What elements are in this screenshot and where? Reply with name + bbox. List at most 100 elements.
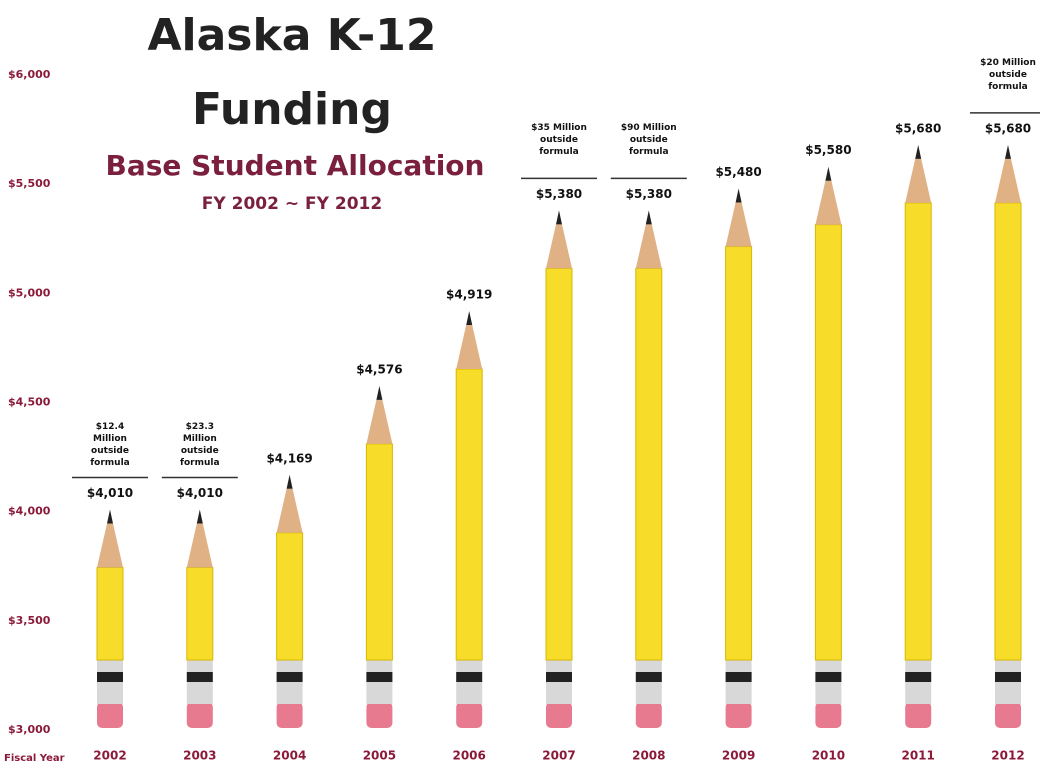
pencil-body [995,203,1021,660]
y-tick-label: $4,000 [8,505,51,518]
pencil-body [636,268,662,660]
x-axis-label: Fiscal Year [4,753,65,764]
pencil-eraser [97,702,123,728]
pencil [636,210,662,728]
value-label: $4,169 [266,451,312,465]
pencil-wood [546,224,572,268]
pencil-wood [726,203,752,247]
pencil-body [187,567,213,660]
pencil-band [815,672,841,682]
pencil-body [366,444,392,660]
pencil-graphite [1005,145,1011,159]
chart: Alaska K-12Funding Base Student Allocati… [0,0,1040,768]
pencil-graphite [466,311,472,325]
annotation: $23.3 Million outside formula [170,421,230,469]
x-tick-label: 2012 [991,749,1024,763]
pencil-wood [187,523,213,567]
x-tick-label: 2011 [901,749,934,763]
pencil-eraser [456,702,482,728]
pencil-band [366,672,392,682]
pencil-wood [905,159,931,203]
pencil-wood [995,159,1021,203]
annotation: $90 Million outside formula [619,122,679,158]
pencil-graphite [107,509,113,523]
pencil [815,167,841,728]
annotation: $35 Million outside formula [529,122,589,158]
pencil [187,509,213,728]
pencil [456,311,482,728]
pencil-band [636,672,662,682]
pencil [97,509,123,728]
x-tick-label: 2004 [273,749,306,763]
value-label: $5,380 [626,187,672,201]
pencil-band [905,672,931,682]
y-tick-label: $6,000 [8,68,51,81]
y-tick-label: $3,000 [8,723,51,736]
pencil-graphite [287,475,293,489]
pencil-body [905,203,931,660]
pencil-wood [636,224,662,268]
pencil-body [546,268,572,660]
pencil-graphite [736,189,742,203]
pencil-band [995,672,1021,682]
y-tick-label: $4,500 [8,396,51,409]
annotation: $20 Million outside formula [978,57,1038,93]
annotation: $12.4 Million outside formula [80,421,140,469]
x-tick-label: 2009 [722,749,755,763]
pencil [277,475,303,728]
pencil-eraser [546,702,572,728]
value-label: $5,580 [805,143,851,157]
pencil-wood [815,181,841,225]
pencil [905,145,931,728]
pencil-graphite [915,145,921,159]
pencil-band [726,672,752,682]
x-tick-label: 2010 [812,749,845,763]
pencil-body [97,567,123,660]
x-tick-label: 2005 [363,749,396,763]
value-label: $4,010 [87,486,133,500]
x-tick-label: 2002 [93,749,126,763]
pencil-body [815,225,841,660]
y-tick-label: $5,000 [8,286,51,299]
pencil-body [726,247,752,660]
pencil-eraser [726,702,752,728]
x-tick-label: 2003 [183,749,216,763]
pencil-wood [277,489,303,533]
x-tick-label: 2008 [632,749,665,763]
pencil [366,386,392,728]
pencil-graphite [376,386,382,400]
value-label: $4,010 [177,486,223,500]
pencil [546,210,572,728]
pencil-eraser [815,702,841,728]
value-label: $5,480 [715,165,761,179]
pencil-eraser [187,702,213,728]
pencil-eraser [277,702,303,728]
pencil [995,145,1021,728]
y-tick-label: $3,500 [8,614,51,627]
chart-period: FY 2002 ~ FY 2012 [202,194,382,214]
value-label: $5,680 [895,121,941,135]
x-tick-label: 2006 [452,749,485,763]
value-label: $4,576 [356,362,402,376]
pencil-eraser [636,702,662,728]
pencil-graphite [197,509,203,523]
pencil-body [277,533,303,660]
pencil-band [97,672,123,682]
pencil-wood [97,523,123,567]
pencil-graphite [646,210,652,224]
page: Alaska K-12Funding Base Student Allocati… [0,0,1040,768]
value-label: $5,380 [536,187,582,201]
pencil-wood [366,400,392,444]
pencil-graphite [825,167,831,181]
pencil [726,189,752,728]
pencil-body [456,369,482,660]
pencil-band [277,672,303,682]
pencil-eraser [905,702,931,728]
pencil-band [187,672,213,682]
pencil-eraser [995,702,1021,728]
pencil-eraser [366,702,392,728]
pencil-band [456,672,482,682]
y-tick-label: $5,500 [8,177,51,190]
chart-subtitle: Base Student Allocation [106,149,485,182]
